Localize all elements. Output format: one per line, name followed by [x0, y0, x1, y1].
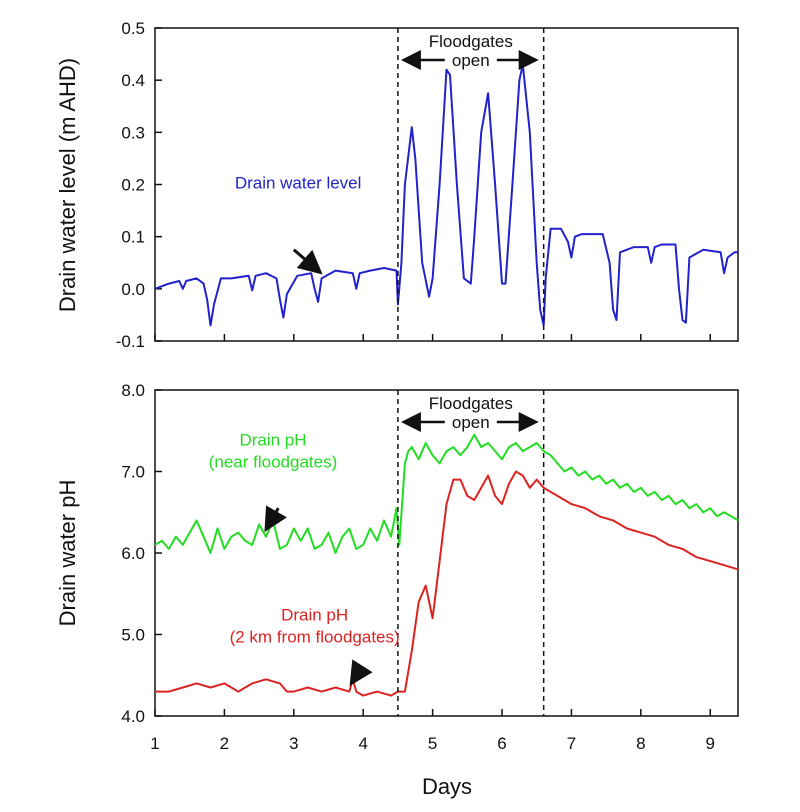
y-tick-label: 7.0 — [121, 463, 145, 482]
top-x-ticks — [154, 334, 711, 341]
annotation-drain-water-level: Drain water level — [235, 174, 362, 193]
annotation-arrow-0 — [264, 505, 287, 533]
y-tick-label: 0.4 — [121, 71, 145, 90]
x-axis-title: Days — [422, 774, 472, 799]
floodgates-label: Floodgates — [429, 394, 513, 413]
annotation-line2-0: (near floodgates) — [209, 452, 338, 471]
annotation-arrow-water-level — [292, 248, 323, 275]
y-tick-label: 8.0 — [121, 381, 145, 400]
series-line-bottom-0 — [154, 433, 739, 554]
x-tick-label: 8 — [636, 734, 645, 753]
y-tick-label: -0.1 — [116, 332, 145, 351]
annotation-line1-0: Drain pH — [239, 430, 306, 449]
annotation-arrow-1 — [349, 659, 373, 687]
bottom-x-ticks: 1 2 3 4 5 6 7 8 9 — [150, 709, 715, 753]
x-tick-label: 9 — [706, 734, 715, 753]
y-tick-label: 0.1 — [121, 228, 145, 247]
annotation-line1-1: Drain pH — [281, 606, 348, 625]
bottom-series-group — [154, 433, 739, 697]
series-line-bottom-1 — [155, 470, 739, 697]
series-line-top-0 — [154, 63, 738, 327]
top-y-ticks: -0.1 0.0 0.1 0.2 0.3 0.4 0.5 — [116, 19, 162, 351]
y-tick-label: 0.2 — [121, 176, 145, 195]
x-tick-label: 1 — [150, 734, 159, 753]
x-tick-label: 5 — [428, 734, 437, 753]
floodgates-open-label: open — [452, 51, 490, 70]
x-tick-label: 3 — [289, 734, 298, 753]
bottom-panel-ph: 4.0 5.0 6.0 7.0 8.0 1 2 3 4 5 6 7 8 9 Floodgatesopen… — [55, 381, 739, 753]
annotation-line2-1: (2 km from floodgates) — [230, 628, 400, 647]
top-series-group — [154, 63, 738, 327]
y-tick-label: 4.0 — [121, 707, 145, 726]
x-tick-label: 7 — [567, 734, 576, 753]
bottom-annotations: Drain pH (near floodgates) Drain pH (2 km f… — [209, 430, 400, 687]
x-tick-label: 6 — [497, 734, 506, 753]
top-y-axis-title: Drain water level (m AHD) — [55, 58, 80, 312]
bottom-y-ticks: 4.0 5.0 6.0 7.0 8.0 — [121, 381, 162, 726]
y-tick-label: 6.0 — [121, 544, 145, 563]
x-tick-label: 2 — [220, 734, 229, 753]
floodgates-label: Floodgates — [429, 32, 513, 51]
y-tick-label: 0.5 — [121, 19, 145, 38]
x-tick-label: 4 — [358, 734, 367, 753]
y-tick-label: 0.3 — [121, 123, 145, 142]
top-annotations: Drain water level — [235, 174, 362, 275]
y-tick-label: 5.0 — [121, 626, 145, 645]
floodgates-open-label: open — [452, 413, 490, 432]
y-tick-label: 0.0 — [121, 280, 145, 299]
bottom-y-axis-title: Drain water pH — [55, 480, 80, 627]
